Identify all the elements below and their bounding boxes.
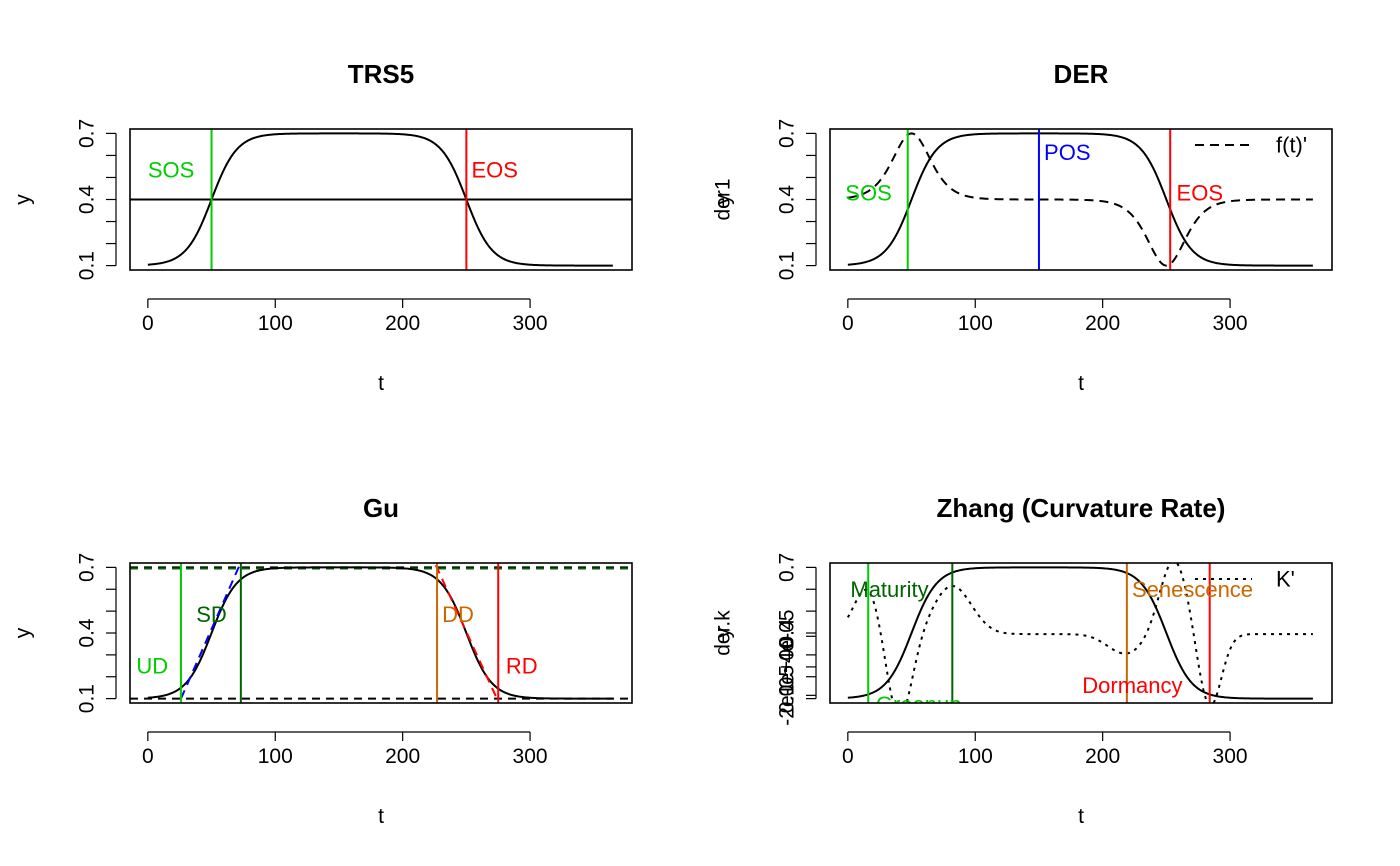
plot-frame <box>829 562 1333 704</box>
y-tick-label: 0.1 <box>75 251 98 280</box>
phenology-label: RD <box>506 654 538 679</box>
phenology-label: Senescence <box>1132 577 1253 602</box>
x-tick-label: 100 <box>958 745 993 768</box>
phenology-label: SOS <box>148 157 194 182</box>
phenology-label: UD <box>136 654 168 679</box>
y-tick-label: 0.7 <box>75 119 98 148</box>
phenology-label: SOS <box>845 181 891 206</box>
x-tick-label: 0 <box>842 312 854 335</box>
legend: f(t)' <box>1195 133 1307 158</box>
y2-tick-label: 4e-05 <box>775 609 798 663</box>
phenology-label: EOS <box>471 157 517 182</box>
chart-title: DER <box>1054 59 1109 89</box>
x-tick-label: 100 <box>258 312 293 335</box>
y-tick-label: 0.4 <box>75 185 98 215</box>
slope-line <box>434 564 498 700</box>
curvature-rate-curve <box>846 563 1313 703</box>
x-tick-label: 0 <box>142 312 154 335</box>
fitted-curve <box>147 566 613 700</box>
plot-frame <box>129 562 633 704</box>
y-tick-label: 0.1 <box>75 684 98 713</box>
x-axis-label: t <box>378 372 384 395</box>
phenology-label: Greenup <box>876 692 962 717</box>
x-tick-label: 200 <box>385 745 420 768</box>
plot-frame <box>129 128 633 271</box>
x-axis-label: t <box>1078 805 1084 828</box>
legend-entry: K' <box>1276 567 1295 592</box>
panel-3: Gu 0 100 200 300 t 0.1 0.4 0.7 y UD SD DD RD <box>11 493 633 828</box>
x-tick-label: 200 <box>1085 745 1120 768</box>
derivative-curve <box>847 132 1313 267</box>
legend-entry: f(t)' <box>1276 133 1307 158</box>
phenology-label: Dormancy <box>1082 673 1182 698</box>
phenology-label: Maturity <box>850 577 928 602</box>
chart-title: Gu <box>363 493 399 523</box>
fitted-curve <box>847 132 1313 267</box>
x-axis: 0 100 200 300 t <box>142 731 548 828</box>
y-axis: 0.1 0.4 0.7 y <box>11 119 117 280</box>
y-axis-label: y <box>11 627 34 638</box>
y-tick-label: 0.7 <box>775 119 798 148</box>
x-tick-label: 300 <box>1213 745 1248 768</box>
y2-tick-label: 0e+00 <box>775 637 798 696</box>
phenology-label: DD <box>442 602 474 627</box>
phenology-label: SD <box>196 602 227 627</box>
x-tick-label: 100 <box>958 312 993 335</box>
y-tick-label: 0.4 <box>775 618 798 648</box>
y-axis-label: y <box>711 194 734 205</box>
y-axis: 0.1 0.4 0.7 y <box>11 553 117 713</box>
x-axis: 0 100 200 300 t <box>842 298 1248 395</box>
x-tick-label: 200 <box>385 312 420 335</box>
x-axis: 0 100 200 300 t <box>842 731 1248 828</box>
y-axis-label-secondary: der.k <box>711 610 734 656</box>
panel-1: TRS5 0 100 200 300 t 0.1 0.4 0.7 y SOS EOS <box>11 59 633 395</box>
x-tick-label: 300 <box>513 745 548 768</box>
x-tick-label: 300 <box>1213 312 1248 335</box>
x-tick-label: 0 <box>842 745 854 768</box>
y-axis-label: y <box>11 194 34 205</box>
plot-frame <box>829 128 1333 271</box>
x-tick-label: 200 <box>1085 312 1120 335</box>
plot-area <box>130 563 632 703</box>
chart-title: TRS5 <box>348 59 414 89</box>
y-tick-label: 0.4 <box>75 618 98 648</box>
y2-tick-label: -2e-05 <box>775 665 798 726</box>
y-tick-label: 0.4 <box>775 185 798 215</box>
x-tick-label: 100 <box>258 745 293 768</box>
slope-line <box>180 564 241 700</box>
fitted-curve <box>147 132 613 267</box>
legend: K' <box>1195 567 1295 592</box>
fitted-curve <box>847 566 1313 700</box>
y-tick-label: 0.7 <box>775 553 798 582</box>
panel-4: Greenup Maturity Senescence Dormancy Zhang (… <box>711 493 1333 828</box>
plot-area <box>847 129 1313 270</box>
plot-area: Greenup Maturity Senescence Dormancy <box>846 563 1313 717</box>
x-tick-label: 0 <box>142 745 154 768</box>
x-axis-label: t <box>378 805 384 828</box>
plot-area <box>130 129 632 270</box>
phenology-label: EOS <box>1177 181 1223 206</box>
y-tick-label: 0.7 <box>75 553 98 582</box>
x-axis: 0 100 200 300 t <box>142 298 548 395</box>
chart-title: Zhang (Curvature Rate) <box>937 493 1226 523</box>
y-tick-label: 0.1 <box>775 251 798 280</box>
x-tick-label: 300 <box>513 312 548 335</box>
y-axis-label-secondary: der1 <box>711 178 734 220</box>
phenology-label: POS <box>1044 140 1090 165</box>
y-tick-label: 0.1 <box>775 684 798 713</box>
x-axis-label: t <box>1078 372 1084 395</box>
y-axis-label: y <box>711 627 734 638</box>
